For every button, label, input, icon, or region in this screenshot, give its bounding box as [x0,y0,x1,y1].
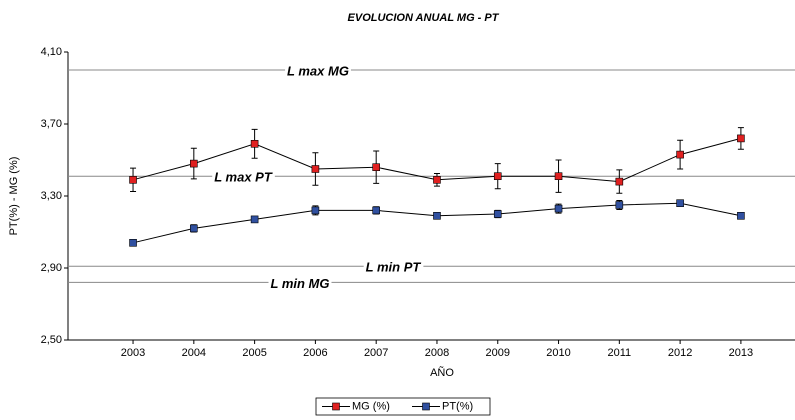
x-tick-label: 2005 [242,347,266,359]
marker [615,201,624,209]
reference-label: L min PT [366,260,422,275]
marker [250,140,259,148]
x-axis-title: AÑO [430,366,454,379]
marker [190,224,198,233]
x-tick-label: 2006 [303,347,327,359]
x-tick-label: 2004 [182,347,206,359]
marker [554,204,563,213]
x-tick-label: 2013 [729,347,753,359]
x-tick-label: 2008 [425,347,449,359]
marker [129,176,137,184]
reference-label: L min MG [271,276,330,291]
legend-box [315,397,491,416]
marker [676,199,684,207]
marker [737,134,745,143]
label-bg [212,175,275,179]
marker [554,172,563,180]
y-tick-label: 3,70 [41,118,62,130]
marker [433,212,441,220]
legend-label: MG (%) [352,400,390,412]
marker [311,206,320,215]
legend-marker [332,402,340,411]
x-tick-label: 2009 [486,347,510,359]
label-bg [363,265,424,269]
chart-title: EVOLUCION ANUAL MG - PT [348,12,500,24]
y-tick-label: 2,50 [41,334,62,346]
series-line [132,202,742,244]
x-tick-label: 2010 [546,347,570,359]
reference-label: L max MG [287,63,349,78]
label-bg [268,281,332,285]
legend-marker [422,402,430,411]
marker [433,176,441,184]
marker [493,172,502,180]
x-tick-label: 2011 [608,347,632,359]
marker [190,159,198,168]
marker [250,215,259,224]
marker [615,177,624,186]
y-tick-label: 4,10 [41,46,62,58]
reference-label: L max PT [214,170,273,185]
marker [311,165,320,173]
marker [129,239,137,247]
x-tick-label: 2012 [668,347,692,359]
marker [372,163,380,171]
marker [737,212,745,220]
marker [372,206,380,215]
x-tick-label: 2007 [364,347,388,359]
marker [493,210,502,218]
label-bg [285,69,351,72]
legend-label: PT(%) [442,400,473,412]
marker [676,150,684,159]
y-axis-title: PT(%) - MG (%) [8,157,20,236]
y-tick-label: 2,90 [41,262,62,274]
x-tick-label: 2003 [121,347,145,359]
y-tick-label: 3,30 [41,190,62,202]
